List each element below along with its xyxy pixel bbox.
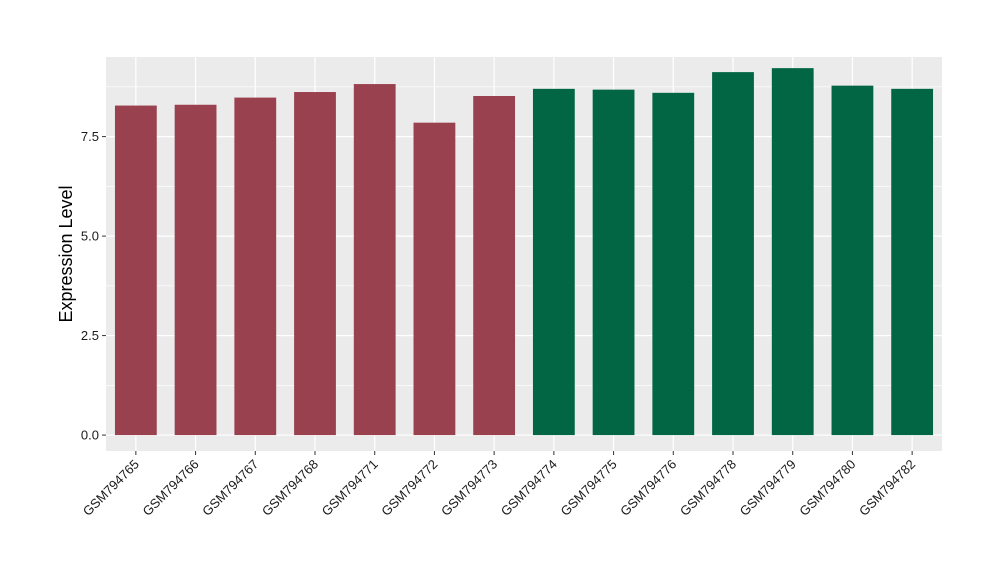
bar-GSM794766: [174, 104, 217, 436]
x-tick-label: GSM794782: [856, 457, 918, 519]
bar-GSM794773: [473, 96, 516, 436]
bar-GSM794776: [652, 92, 695, 436]
y-tick-label: 2.5: [81, 328, 99, 343]
y-axis: 0.0 2.5 5.0 7.5: [81, 129, 106, 443]
bar-GSM794780: [831, 85, 874, 436]
y-axis-title: Expression Level: [56, 185, 76, 322]
bar-GSM794778: [712, 72, 754, 436]
x-tick-label: GSM794771: [319, 457, 381, 519]
bar-GSM794771: [353, 84, 396, 436]
bar-GSM794765: [114, 105, 157, 436]
y-tick-label: 5.0: [81, 229, 99, 244]
x-tick-label: GSM794772: [378, 457, 440, 519]
bar-GSM794779: [771, 68, 814, 436]
x-tick-label: GSM794776: [617, 457, 679, 519]
plot-panel: [106, 57, 942, 451]
x-tick-label: GSM794765: [80, 457, 142, 519]
bar-GSM794782: [891, 88, 934, 436]
bars: [114, 68, 934, 436]
x-tick-label: GSM794774: [498, 457, 560, 519]
x-tick-label: GSM794767: [199, 457, 261, 519]
x-tick-label: GSM794780: [796, 457, 858, 519]
x-tick-label: GSM794779: [737, 457, 799, 519]
bar-GSM794774: [532, 88, 575, 436]
bar-GSM794772: [413, 122, 456, 436]
x-tick-label: GSM794775: [557, 457, 619, 519]
x-axis: GSM794765GSM794766GSM794767GSM794768GSM7…: [80, 451, 918, 519]
x-tick-label: GSM794778: [677, 457, 739, 519]
x-tick-label: GSM794773: [438, 457, 500, 519]
y-tick-label: 0.0: [81, 428, 99, 443]
bar-GSM794768: [294, 92, 336, 436]
x-tick-label: GSM794766: [139, 457, 201, 519]
x-tick-label: GSM794768: [259, 457, 321, 519]
bar-GSM794767: [234, 97, 277, 436]
y-tick-label: 7.5: [81, 129, 99, 144]
bar-GSM794775: [592, 89, 635, 436]
